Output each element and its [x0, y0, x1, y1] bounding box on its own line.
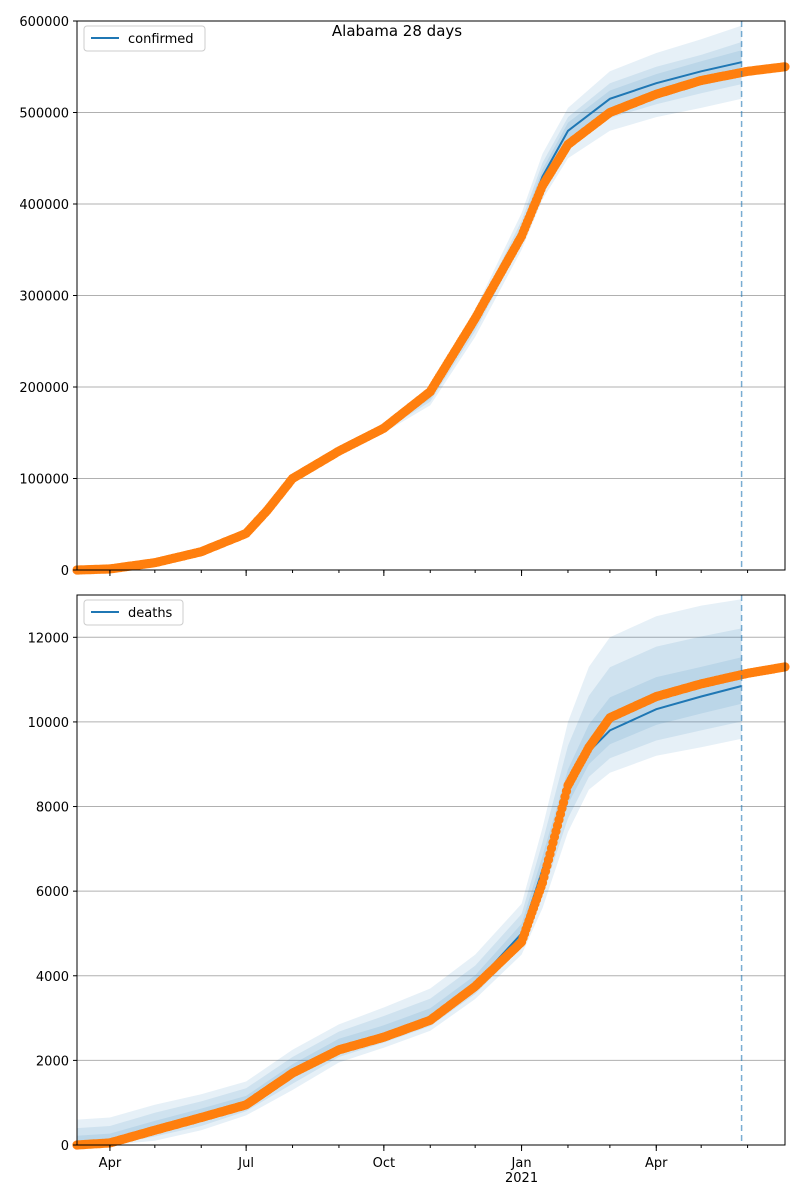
- xtick-label: Apr: [645, 1156, 668, 1171]
- deaths-ytick-label: 6000: [36, 885, 69, 900]
- deaths-plot-frame: [76, 594, 786, 1146]
- confirmed-ytick-label: 500000: [19, 107, 69, 122]
- confirmed-legend: confirmed: [83, 25, 206, 52]
- deaths-ytick-label: 8000: [36, 801, 69, 816]
- confirmed-panel: 0 100000 200000 300000 400000 500000 600000 co…: [19, 15, 790, 579]
- confirmed-ytick-label: 200000: [19, 381, 69, 396]
- xtick-year-label: 2021: [505, 1171, 538, 1186]
- deaths-band-2: [77, 628, 742, 1145]
- deaths-ytick-label: 4000: [36, 970, 69, 985]
- legend-label-confirmed: confirmed: [128, 32, 194, 47]
- confirmed-ytick-label: 400000: [19, 198, 69, 213]
- confirmed-observed-points: [72, 62, 790, 575]
- confirmed-axes: 0 100000 200000 300000 400000 500000 600000: [19, 15, 786, 579]
- xtick-label: Oct: [373, 1156, 395, 1171]
- confirmed-band-2: [383, 42, 742, 431]
- deaths-ytick-label: 2000: [36, 1054, 69, 1069]
- deaths-band-1: [77, 599, 742, 1145]
- deaths-ytick-label: 10000: [28, 716, 69, 731]
- legend-box: [83, 25, 206, 52]
- deaths-gridlines: [77, 636, 785, 1146]
- confirmed-ytick-label: 300000: [19, 290, 69, 305]
- xtick-label: Apr: [99, 1156, 122, 1171]
- deaths-ytick-label: 0: [61, 1139, 69, 1154]
- confirmed-ytick-label: 0: [61, 564, 69, 579]
- deaths-legend: deaths: [83, 599, 184, 626]
- confirmed-uncertainty-bands: [383, 25, 742, 433]
- xtick-label: Jan: [511, 1156, 532, 1171]
- legend-label-deaths: deaths: [128, 606, 173, 621]
- deaths-ytick-label: 12000: [28, 631, 69, 646]
- confirmed-band-1: [383, 25, 742, 433]
- chart-title: Alabama 28 days: [332, 22, 462, 40]
- confirmed-ytick-label: 100000: [19, 473, 69, 488]
- confirmed-ytick-label: 600000: [19, 15, 69, 30]
- legend-box: [83, 599, 184, 626]
- deaths-axes: 0 2000 4000 6000 8000 10000 12000 Apr Jul Oct Jan2…: [28, 594, 786, 1186]
- deaths-observed-points: [72, 662, 790, 1150]
- xtick-label: Jul: [237, 1156, 254, 1171]
- deaths-panel: 0 2000 4000 6000 8000 10000 12000 Apr Jul Oct Jan2…: [28, 594, 790, 1186]
